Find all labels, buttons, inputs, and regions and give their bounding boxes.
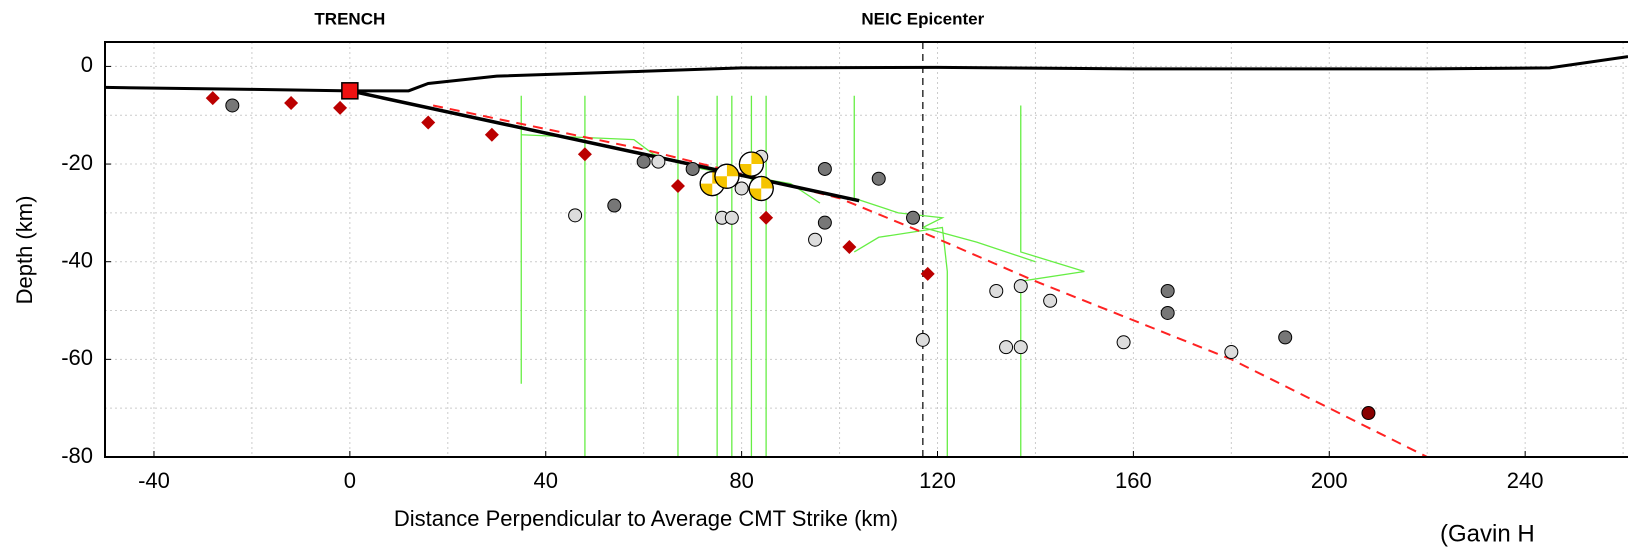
beachball-quad	[751, 152, 764, 165]
event-marker	[808, 232, 823, 247]
event-marker	[651, 154, 666, 169]
line	[853, 226, 948, 457]
event-marker	[724, 210, 739, 225]
event-marker	[906, 210, 921, 225]
beachball-rim	[748, 175, 774, 202]
diamond-marker	[421, 115, 436, 130]
line	[922, 226, 1036, 263]
event-marker	[685, 161, 700, 176]
beachball	[748, 175, 774, 202]
x-tick-label: 40	[533, 468, 557, 493]
beachball	[738, 151, 765, 177]
beachball-quad	[714, 176, 727, 189]
line	[853, 95, 945, 229]
y-tick-label: 0	[81, 52, 93, 77]
y-tick-label: -60	[61, 345, 93, 370]
beachball-quad	[749, 188, 762, 201]
event-marker	[734, 181, 749, 196]
event-marker	[568, 208, 583, 223]
trench-marker	[341, 82, 359, 100]
plot-area	[105, 42, 1628, 457]
x-tick-label: 120	[919, 468, 956, 493]
line	[432, 104, 1428, 457]
diamond-marker	[577, 147, 592, 162]
beachball-quad	[700, 183, 713, 196]
beachball-quad	[739, 164, 752, 177]
event-marker	[1361, 406, 1376, 421]
x-tick-label: 240	[1507, 468, 1544, 493]
event-marker	[1160, 305, 1175, 320]
line	[105, 55, 1628, 93]
event-marker	[1160, 284, 1175, 298]
event-marker	[607, 198, 622, 213]
event-marker	[1013, 279, 1028, 294]
x-tick-label: 80	[729, 468, 753, 493]
beachball	[714, 163, 740, 189]
x-tick-label: 200	[1311, 468, 1348, 493]
diamond-marker	[333, 100, 348, 115]
y-tick-label: -20	[61, 150, 93, 175]
event-marker	[871, 171, 886, 186]
x-axis-label: Distance Perpendicular to Average CMT St…	[394, 506, 898, 531]
event-marker	[636, 154, 651, 169]
beachball-quad	[761, 176, 774, 189]
event-marker	[225, 98, 240, 113]
event-marker	[817, 161, 832, 176]
y-axis-label: Depth (km)	[12, 196, 37, 305]
y-tick-label: -80	[61, 443, 93, 468]
event-marker	[915, 332, 930, 347]
diamond-marker	[920, 266, 935, 281]
annotation: NEIC Epicenter	[861, 9, 984, 28]
event-marker	[1013, 340, 1028, 355]
credit: (Gavin H	[1440, 520, 1535, 547]
diamond-marker	[484, 127, 499, 142]
beachball-rim	[738, 151, 765, 177]
diamond-marker	[205, 91, 220, 106]
event-marker	[817, 215, 832, 230]
event-marker	[1278, 330, 1293, 345]
line	[349, 89, 860, 203]
diamond-marker	[284, 96, 299, 111]
line	[1020, 105, 1085, 457]
event-marker	[989, 284, 1004, 298]
diamond-marker	[842, 240, 857, 255]
beachball-quad	[726, 164, 739, 177]
x-tick-label: -40	[138, 468, 170, 493]
beachball-rim	[714, 163, 740, 189]
annotation: TRENCH	[314, 9, 385, 28]
event-marker	[1116, 335, 1131, 350]
event-marker	[1043, 293, 1058, 308]
line	[521, 134, 821, 204]
x-tick-label: 0	[344, 468, 356, 493]
event-marker	[999, 340, 1014, 355]
diamond-marker	[759, 210, 774, 225]
x-tick-label: 160	[1115, 468, 1152, 493]
y-tick-label: -40	[61, 248, 93, 273]
plot-border	[104, 41, 1628, 458]
event-marker	[1224, 345, 1239, 360]
diamond-marker	[670, 179, 685, 194]
